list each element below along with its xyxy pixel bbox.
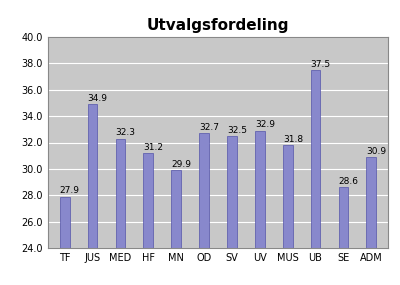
Text: 34.9: 34.9: [88, 94, 108, 103]
Text: 31.2: 31.2: [144, 143, 164, 152]
Bar: [283, 145, 292, 248]
Text: 31.8: 31.8: [283, 135, 303, 144]
Text: 32.5: 32.5: [227, 126, 247, 135]
Text: 32.7: 32.7: [199, 123, 219, 132]
Title: Utvalgsfordeling: Utvalgsfordeling: [147, 18, 289, 33]
Text: 28.6: 28.6: [338, 177, 358, 186]
Bar: [60, 197, 70, 248]
Bar: [255, 131, 265, 248]
Text: 37.5: 37.5: [311, 60, 331, 69]
Bar: [338, 187, 348, 248]
Text: 27.9: 27.9: [60, 186, 80, 195]
Text: 30.9: 30.9: [366, 147, 386, 156]
Text: 32.9: 32.9: [255, 120, 275, 129]
Text: 32.3: 32.3: [116, 128, 136, 137]
Bar: [199, 133, 209, 248]
Bar: [88, 104, 98, 248]
Bar: [171, 170, 181, 248]
Text: 29.9: 29.9: [171, 160, 191, 169]
Bar: [227, 136, 237, 248]
Bar: [366, 157, 376, 248]
Bar: [144, 153, 153, 248]
Bar: [116, 139, 125, 248]
Bar: [311, 70, 320, 248]
